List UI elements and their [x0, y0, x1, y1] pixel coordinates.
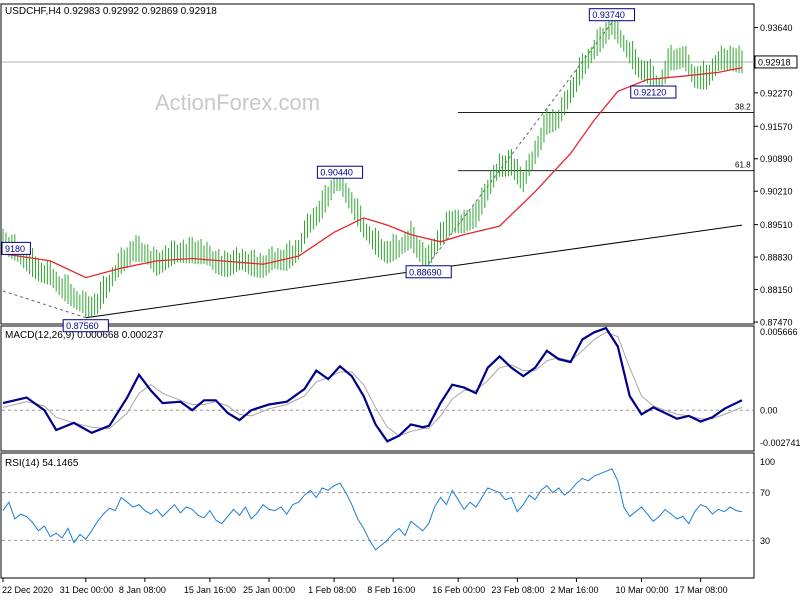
price-level-annotation: 0.88690 — [409, 267, 442, 277]
fib-level-label: 38.2 — [735, 102, 751, 111]
price-level-annotation: 0.90440 — [320, 168, 353, 178]
rsi-y-tick-label: 30 — [760, 536, 770, 546]
swing-connector-dotted — [428, 22, 613, 265]
x-tick-label: 10 Mar 00:00 — [615, 585, 668, 595]
watermark: ActionForex.com — [155, 90, 320, 115]
rsi-title: RSI(14) 54.1465 — [5, 458, 79, 469]
price-series — [2, 11, 743, 318]
x-tick-label: 31 Dec 00:00 — [60, 585, 114, 595]
current-price-box — [754, 55, 798, 69]
y-tick-label: 0.90210 — [760, 187, 793, 197]
macd-series: 0.005666 0.00 -0.002741 — [2, 326, 800, 448]
x-tick-label: 17 Mar 08:00 — [675, 585, 728, 595]
rsi-y-tick-label: 100 — [760, 457, 775, 467]
x-tick-label: 1 Feb 08:00 — [308, 585, 356, 595]
current-price-label: 0.92918 — [758, 57, 791, 67]
chart-header: USDCHF,H4 0.92983 0.92992 0.92869 0.9291… — [5, 6, 217, 17]
y-tick-label: 0.93640 — [760, 23, 793, 33]
price-level-annotation-box — [405, 265, 452, 279]
macd-title: MACD(12,26,9) 0.000668 0.000237 — [5, 330, 164, 341]
rsi-line — [2, 468, 743, 551]
x-tick-label: 25 Jan 00:00 — [243, 585, 295, 595]
x-tick-label: 8 Jan 08:00 — [119, 585, 166, 595]
rsi-series: 30 70 100 — [2, 457, 775, 551]
x-tick-label: 22 Dec 2020 — [2, 585, 53, 595]
moving-average-line — [2, 66, 743, 279]
macd-y-tick-label: -0.002741 — [760, 438, 800, 448]
price-level-annotation: 0.92120 — [634, 88, 667, 98]
y-tick-label: 0.88150 — [760, 285, 793, 295]
y-tick-label: 0.91570 — [760, 122, 793, 132]
price-level-annotation-box — [588, 8, 636, 22]
price-level-annotation-box — [1, 241, 31, 255]
y-tick-label: 0.90890 — [760, 154, 793, 164]
swing-connector-dotted — [2, 290, 86, 319]
macd-panel-frame — [0, 325, 755, 452]
x-tick-label: 2 Mar 16:00 — [550, 585, 598, 595]
main-panel-frame — [0, 3, 755, 325]
macd-signal-line — [2, 331, 743, 437]
y-tick-label: 0.89510 — [760, 220, 793, 230]
price-level-annotation: 0.93740 — [592, 10, 625, 20]
y-tick-label: 0.87470 — [760, 318, 793, 328]
rsi-y-tick-label: 70 — [760, 488, 770, 498]
fib-level-label: 61.8 — [735, 161, 751, 170]
x-tick-label: 16 Feb 00:00 — [432, 585, 485, 595]
x-axis: 22 Dec 2020 31 Dec 00:00 8 Jan 08:00 15 Jan… — [2, 578, 728, 595]
y-tick-label: 0.92270 — [760, 88, 793, 98]
price-level-annotation-box — [630, 85, 677, 99]
price-level-annotation: 9180 — [5, 244, 25, 254]
price-annotations: 0.93740 0.92120 0.90440 0.88690 0.87560 9180 — [1, 8, 677, 333]
main-price-panel: 0.93640 0.92270 0.91570 0.90890 0.90210 0.895… — [2, 22, 798, 328]
price-level-annotation-box — [62, 319, 109, 333]
price-level-annotation: 0.87560 — [66, 321, 99, 331]
x-tick-label: 8 Feb 16:00 — [367, 585, 415, 595]
price-level-annotation-box — [316, 165, 364, 179]
rsi-panel-frame — [0, 452, 755, 579]
x-tick-label: 15 Jan 16:00 — [184, 585, 236, 595]
macd-y-tick-label: 0.005666 — [760, 327, 798, 337]
x-tick-label: 23 Feb 08:00 — [491, 585, 544, 595]
macd-line — [2, 326, 743, 443]
y-tick-label: 0.88830 — [760, 253, 793, 263]
macd-y-tick-label: 0.00 — [760, 406, 778, 416]
